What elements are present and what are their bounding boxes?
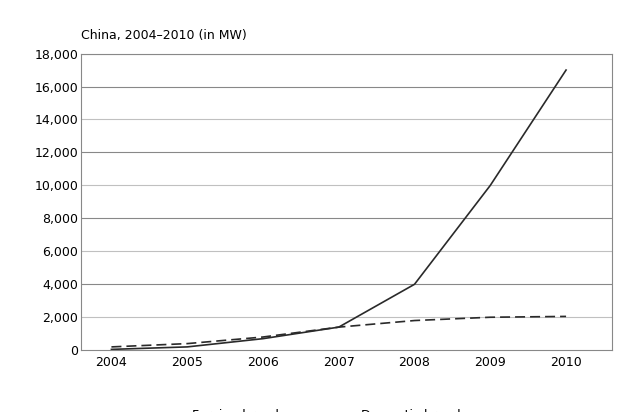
Legend: Foreign brands, Domestic brands: Foreign brands, Domestic brands (135, 404, 472, 412)
Foreign brands (411, 318, 418, 323)
Foreign brands (487, 315, 494, 320)
Domestic brands (259, 336, 266, 341)
Domestic brands (487, 183, 494, 188)
Foreign brands (562, 314, 570, 319)
Text: China, 2004–2010 (in MW): China, 2004–2010 (in MW) (81, 29, 247, 42)
Foreign brands (335, 325, 343, 330)
Foreign brands (183, 341, 191, 346)
Foreign brands (259, 335, 266, 339)
Domestic brands (411, 282, 418, 287)
Domestic brands (183, 344, 191, 349)
Foreign brands (108, 344, 115, 349)
Line: Domestic brands: Domestic brands (112, 70, 566, 349)
Domestic brands (108, 347, 115, 352)
Line: Foreign brands: Foreign brands (112, 316, 566, 347)
Domestic brands (562, 68, 570, 73)
Domestic brands (335, 325, 343, 330)
